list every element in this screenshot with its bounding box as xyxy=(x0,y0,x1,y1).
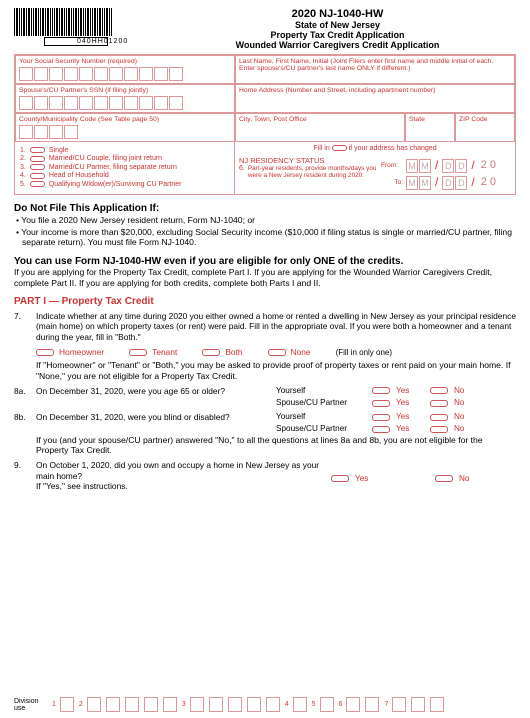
state-cell[interactable]: State xyxy=(405,113,455,142)
spouse-ssn-label: Spouse's/CU Partner's SSN (if filing joi… xyxy=(19,87,148,94)
no-oval[interactable] xyxy=(430,426,448,433)
state-line: State of New Jersey xyxy=(159,20,516,30)
spouse-ssn-input[interactable] xyxy=(19,96,231,110)
opt-none[interactable]: None xyxy=(268,347,311,357)
fs-item-4[interactable]: 4.Head of Household xyxy=(20,172,229,179)
barcode xyxy=(14,8,159,36)
opt-homeowner[interactable]: Homeowner xyxy=(36,347,104,357)
state-label: State xyxy=(409,116,425,123)
address-changed-line: Fill in if your address has changed xyxy=(239,145,511,152)
barcode-area: 040HH01200 xyxy=(14,8,159,50)
form-title: 2020 NJ-1040-HW xyxy=(159,8,516,20)
can-use-body: If you are applying for the Property Tax… xyxy=(14,267,516,288)
no-oval[interactable] xyxy=(430,414,448,421)
question-8a: 8a. On December 31, 2020, were you age 6… xyxy=(14,386,516,409)
footer-box[interactable] xyxy=(60,697,74,712)
fs-item-5[interactable]: 5.Qualifying Widow(er)/Surviving CU Part… xyxy=(20,181,229,188)
barcode-number: 040HH01200 xyxy=(44,37,108,46)
lastname-cell[interactable]: Last Name, First Name, Initial (Joint Fi… xyxy=(235,55,515,84)
city-cell[interactable]: City, Town, Post Office xyxy=(235,113,405,142)
yes-oval[interactable] xyxy=(372,426,390,433)
address-cell[interactable]: Home Address (Number and Street, includi… xyxy=(235,84,515,113)
to-day-input[interactable]: DD xyxy=(442,176,467,190)
dnf-bullet-2: • Your income is more than $20,000, excl… xyxy=(14,227,516,248)
residency-to: To: MM/ DD/2 0 xyxy=(381,174,511,190)
oval-icon[interactable] xyxy=(30,181,45,187)
from-day-input[interactable]: DD xyxy=(442,159,467,173)
yes-oval[interactable] xyxy=(372,387,390,394)
opt-both[interactable]: Both xyxy=(202,347,242,357)
oval-icon xyxy=(129,349,147,356)
residency-from: From: MM/ DD/2 0 xyxy=(381,157,511,173)
footer-label: Division use xyxy=(14,698,48,712)
header: 040HH01200 2020 NJ-1040-HW State of New … xyxy=(14,8,516,50)
oval-icon xyxy=(202,349,220,356)
identity-form: Your Social Security Number (required) L… xyxy=(14,54,516,195)
yes-oval[interactable] xyxy=(372,414,390,421)
no-oval[interactable] xyxy=(430,387,448,394)
subtitle-1: Property Tax Credit Application xyxy=(159,30,516,40)
can-use-heading: You can use Form NJ-1040-HW even if you … xyxy=(14,256,516,267)
ssn-cell: Your Social Security Number (required) xyxy=(15,55,235,84)
oval-icon[interactable] xyxy=(30,156,45,162)
ssn-label: Your Social Security Number (required) xyxy=(19,58,137,65)
residency-title: NJ RESIDENCY STATUS xyxy=(239,156,377,165)
filing-status-list: 1.Single 2.Married/CU Couple, filing joi… xyxy=(15,142,235,194)
county-label: County/Municipality Code (See Table page… xyxy=(19,116,159,123)
q7-note: If "Homeowner" or "Tenant" or "Both," yo… xyxy=(36,360,516,381)
oval-icon[interactable] xyxy=(30,173,45,179)
dnf-bullet-1: • You file a 2020 New Jersey resident re… xyxy=(14,215,516,226)
address-changed-oval[interactable] xyxy=(332,145,347,151)
no-oval[interactable] xyxy=(435,475,453,482)
no-oval[interactable] xyxy=(430,400,448,407)
question-7: 7. Indicate whether at any time during 2… xyxy=(14,311,516,343)
question-9: 9. On October 1, 2020, did you own and o… xyxy=(14,460,516,492)
title-block: 2020 NJ-1040-HW State of New Jersey Prop… xyxy=(159,8,516,50)
zip-label: ZIP Code xyxy=(459,116,488,123)
opt-tenant[interactable]: Tenant xyxy=(129,347,177,357)
fs-item-1[interactable]: 1.Single xyxy=(20,147,229,154)
city-label: City, Town, Post Office xyxy=(239,116,307,123)
zip-cell[interactable]: ZIP Code xyxy=(455,113,515,142)
yes-oval[interactable] xyxy=(372,400,390,407)
residency-cell: Fill in if your address has changed NJ R… xyxy=(235,142,515,194)
subtitle-2: Wounded Warrior Caregivers Credit Applic… xyxy=(159,40,516,50)
oval-icon[interactable] xyxy=(30,147,45,153)
do-not-file-heading: Do Not File This Application If: xyxy=(14,203,516,214)
oval-icon xyxy=(36,349,54,356)
q8-note: If you (and your spouse/CU partner) answ… xyxy=(36,435,516,456)
part1-heading: PART I — Property Tax Credit xyxy=(14,296,516,307)
yes-oval[interactable] xyxy=(331,475,349,482)
ssn-input[interactable] xyxy=(19,67,231,81)
from-date-input[interactable]: MM xyxy=(406,159,431,173)
oval-icon[interactable] xyxy=(30,164,45,170)
q7-options: Homeowner Tenant Both None (Fill in only… xyxy=(36,347,516,357)
lastname-label: Last Name, First Name, Initial (Joint Fi… xyxy=(239,58,493,72)
to-date-input[interactable]: MM xyxy=(406,176,431,190)
spouse-ssn-cell: Spouse's/CU Partner's SSN (if filing joi… xyxy=(15,84,235,113)
fs-item-3[interactable]: 3.Married/CU Partner, filing separate re… xyxy=(20,164,229,171)
county-input[interactable] xyxy=(19,125,231,139)
division-use-footer: Division use 1 2 3 4 5 6 7 xyxy=(14,697,516,712)
address-label: Home Address (Number and Street, includi… xyxy=(239,87,435,94)
fs-item-2[interactable]: 2.Married/CU Couple, filing joint return xyxy=(20,155,229,162)
question-8b: 8b. On December 31, 2020, were you blind… xyxy=(14,412,516,435)
county-cell: County/Municipality Code (See Table page… xyxy=(15,113,235,142)
oval-icon xyxy=(268,349,286,356)
